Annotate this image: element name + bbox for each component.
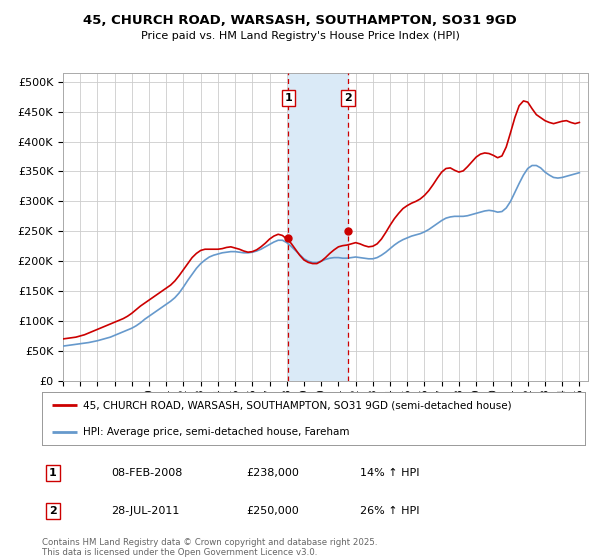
Text: 28-JUL-2011: 28-JUL-2011 xyxy=(111,506,179,516)
Text: 14% ↑ HPI: 14% ↑ HPI xyxy=(360,468,419,478)
Text: 1: 1 xyxy=(284,93,292,103)
Text: 2: 2 xyxy=(344,93,352,103)
Text: Contains HM Land Registry data © Crown copyright and database right 2025.
This d: Contains HM Land Registry data © Crown c… xyxy=(42,538,377,557)
Text: 26% ↑ HPI: 26% ↑ HPI xyxy=(360,506,419,516)
Text: 2: 2 xyxy=(49,506,56,516)
Text: £250,000: £250,000 xyxy=(246,506,299,516)
Text: HPI: Average price, semi-detached house, Fareham: HPI: Average price, semi-detached house,… xyxy=(83,427,349,437)
Text: £238,000: £238,000 xyxy=(246,468,299,478)
Text: 45, CHURCH ROAD, WARSASH, SOUTHAMPTON, SO31 9GD (semi-detached house): 45, CHURCH ROAD, WARSASH, SOUTHAMPTON, S… xyxy=(83,400,511,410)
Bar xyxy=(289,73,348,381)
Text: 45, CHURCH ROAD, WARSASH, SOUTHAMPTON, SO31 9GD: 45, CHURCH ROAD, WARSASH, SOUTHAMPTON, S… xyxy=(83,14,517,27)
Text: 1: 1 xyxy=(49,468,56,478)
Text: Price paid vs. HM Land Registry's House Price Index (HPI): Price paid vs. HM Land Registry's House … xyxy=(140,31,460,41)
Text: 08-FEB-2008: 08-FEB-2008 xyxy=(111,468,182,478)
